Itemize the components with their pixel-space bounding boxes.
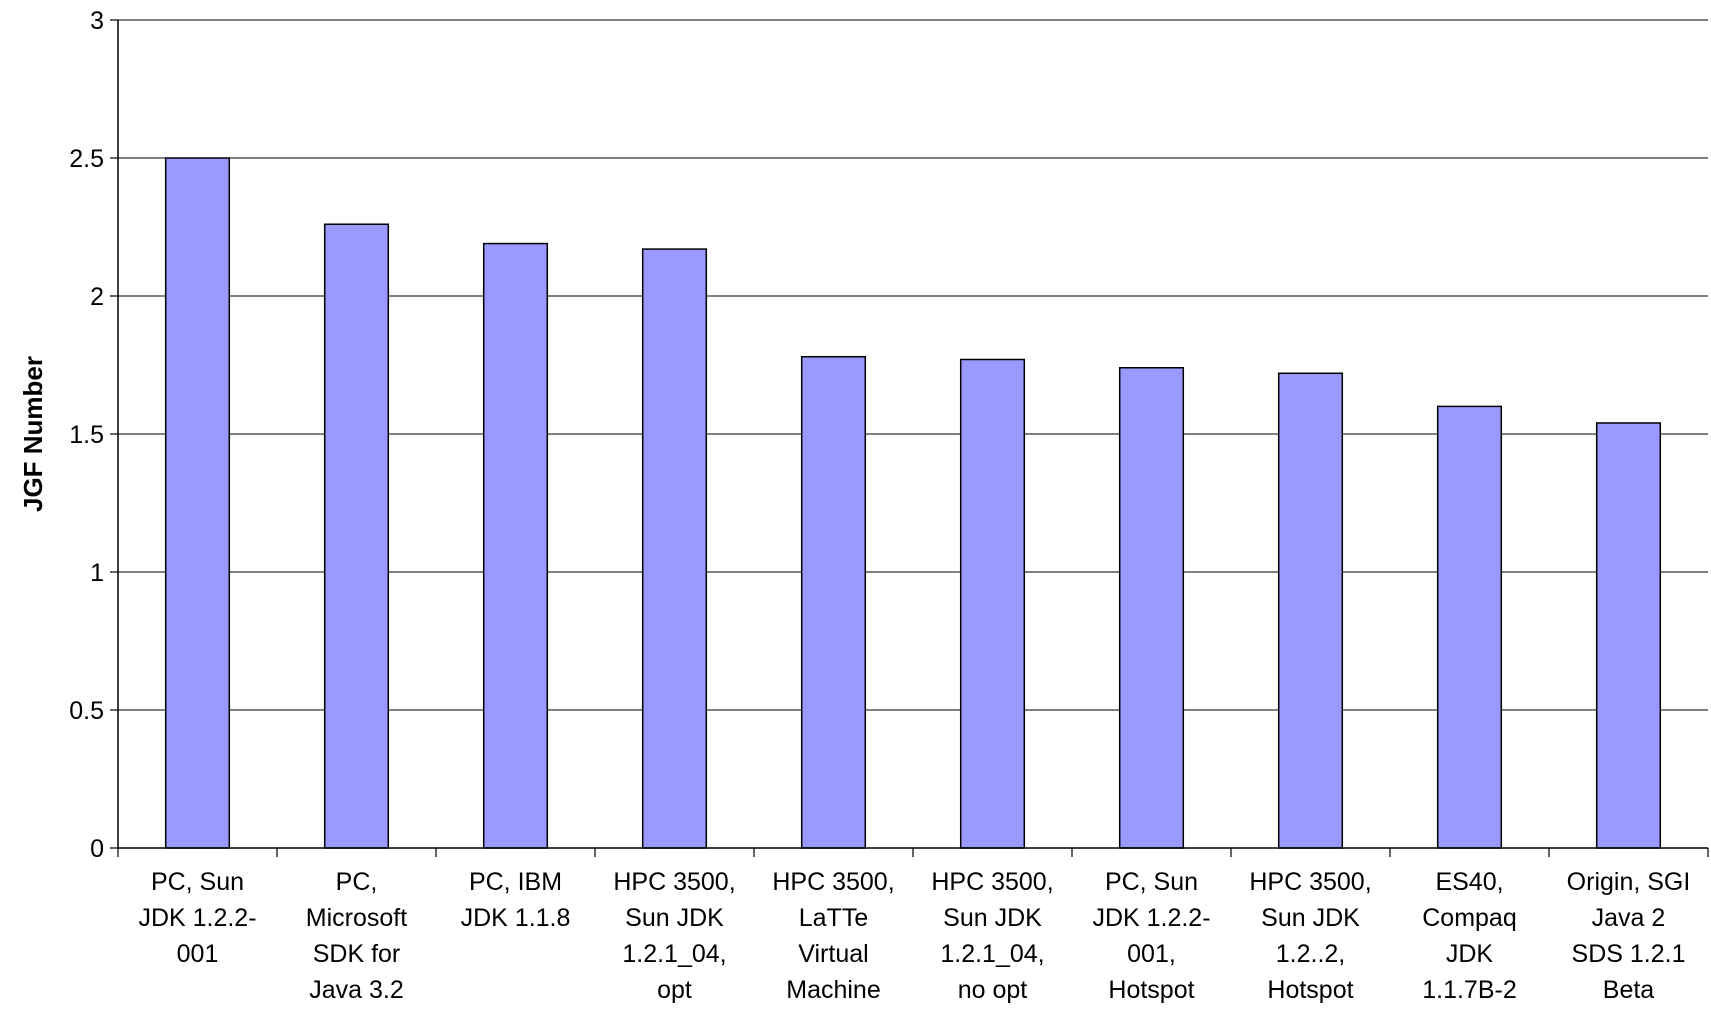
x-category-label-line: HPC 3500, xyxy=(772,868,894,896)
x-category-label-line: HPC 3500, xyxy=(1249,868,1371,896)
x-category-label-line: Java 3.2 xyxy=(309,976,404,1004)
bar xyxy=(482,242,549,849)
axes xyxy=(110,19,1709,857)
bar xyxy=(959,358,1026,849)
x-category-label-line: Beta xyxy=(1603,976,1655,1004)
x-category-label-line: Virtual xyxy=(798,940,868,968)
x-category-label-line: Compaq xyxy=(1422,904,1517,932)
bar xyxy=(1595,422,1662,849)
y-tick-label: 2 xyxy=(90,283,104,311)
x-category-label: HPC 3500, LaTTe Virtual Machine xyxy=(772,868,894,1004)
x-category-label: PC, Sun JDK 1.2.2- 001 xyxy=(138,868,256,968)
x-category-label: HPC 3500, Sun JDK 1.2..2, Hotspot xyxy=(1249,868,1371,1004)
x-category-label: PC, Sun JDK 1.2.2- 001, Hotspot xyxy=(1092,868,1210,1004)
x-category-label-line: 1.2..2, xyxy=(1276,940,1346,968)
x-category-label-line: JDK 1.2.2- xyxy=(1092,904,1210,932)
x-category-label-line: SDS 1.2.1 xyxy=(1572,940,1686,968)
y-tick-label: 1.5 xyxy=(69,421,104,449)
y-tick-label: 0 xyxy=(90,835,104,863)
x-category-label: PC, IBM JDK 1.1.8 xyxy=(461,868,571,932)
y-tick-label: 3 xyxy=(90,7,104,35)
y-tick-label: 1 xyxy=(90,559,104,587)
y-tick-label: 0.5 xyxy=(69,697,104,725)
x-category-label-line: PC, Sun xyxy=(1105,868,1198,896)
x-category-label-line: SDK for xyxy=(313,940,401,968)
x-category-label-line: PC, IBM xyxy=(469,868,562,896)
x-category-label-line: HPC 3500, xyxy=(613,868,735,896)
y-tick-labels: 0 0.5 1 1.5 2 2.5 3 xyxy=(69,7,104,863)
bar xyxy=(800,355,867,849)
x-category-label-line: Java 2 xyxy=(1592,904,1666,932)
bar xyxy=(323,223,390,849)
x-category-label: HPC 3500, Sun JDK 1.2.1_04,opt xyxy=(613,868,735,1004)
x-category-label: PC, Microsoft SDK for Java 3.2 xyxy=(306,868,407,1004)
x-category-label-line: 1.1.7B-2 xyxy=(1422,976,1517,1004)
x-category-label-line: LaTTe xyxy=(799,904,868,932)
x-category-label-line: Machine xyxy=(786,976,881,1004)
x-category-label: Origin, SGI Java 2 SDS 1.2.1 Beta xyxy=(1567,868,1691,1004)
x-category-label-line: no opt xyxy=(958,976,1028,1004)
x-category-label-line: ES40, xyxy=(1435,868,1503,896)
y-tick-label: 2.5 xyxy=(69,145,104,173)
x-category-label-line: JDK 1.2.2- xyxy=(138,904,256,932)
x-category-label-line: opt xyxy=(657,976,692,1004)
x-category-label-line: Sun JDK xyxy=(943,904,1042,932)
bar xyxy=(641,248,708,849)
x-category-label: HPC 3500, Sun JDK 1.2.1_04,no opt xyxy=(931,868,1053,1004)
x-category-label-line: 001 xyxy=(177,940,219,968)
x-category-label-line: Hotspot xyxy=(1267,976,1353,1004)
x-category-label-line: JDK 1.1.8 xyxy=(461,904,571,932)
bar xyxy=(1277,372,1344,849)
x-category-label: ES40, Compaq JDK 1.1.7B-2 xyxy=(1422,868,1517,1004)
x-category-label-line: 001, xyxy=(1127,940,1176,968)
x-category-labels: PC, Sun JDK 1.2.2- 001 PC, Microsoft SDK for J… xyxy=(138,868,1690,1004)
x-category-label-line: PC, xyxy=(336,868,378,896)
y-axis-title: JGF Number xyxy=(18,356,48,512)
x-category-label-line: Sun JDK xyxy=(1261,904,1360,932)
x-category-label-line: 1.2.1_04, xyxy=(622,940,726,968)
bar xyxy=(1118,367,1185,849)
x-category-label-line: HPC 3500, xyxy=(931,868,1053,896)
bars xyxy=(164,157,1662,849)
bar xyxy=(1436,405,1503,849)
x-category-label-line: Sun JDK xyxy=(625,904,724,932)
x-category-label-line: Hotspot xyxy=(1108,976,1194,1004)
bar xyxy=(164,157,231,849)
x-category-label-line: 1.2.1_04, xyxy=(940,940,1044,968)
x-category-label-line: Origin, SGI xyxy=(1567,868,1691,896)
x-category-label-line: Microsoft xyxy=(306,904,407,932)
x-category-label-line: PC, Sun xyxy=(151,868,244,896)
x-category-label-line: JDK xyxy=(1446,940,1494,968)
